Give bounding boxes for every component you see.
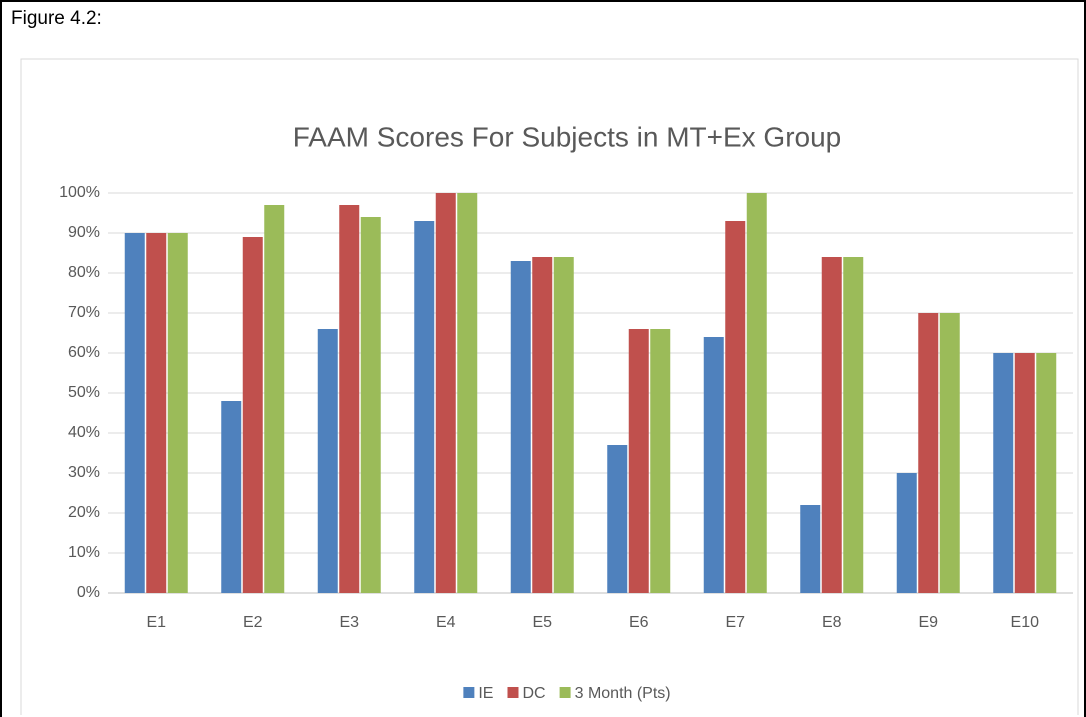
x-tick-label: E1 [146,614,166,631]
bar [939,313,960,593]
y-tick-label: 20% [68,504,100,521]
legend-swatch [559,687,571,698]
bar [746,193,767,593]
y-tick-label: 30% [68,464,100,481]
bar [339,205,360,593]
legend-label: 3 Month (Pts) [575,685,671,702]
bar [221,401,242,593]
bar [167,233,188,593]
x-tick-label: E8 [822,614,842,631]
x-tick-label: E5 [532,614,552,631]
bar [435,193,456,593]
y-tick-label: 0% [77,584,100,601]
bar [843,257,864,593]
bar [124,233,145,593]
x-tick-label: E9 [918,614,938,631]
x-tick-label: E4 [436,614,456,631]
x-tick-label: E6 [629,614,649,631]
bar [317,329,338,593]
y-tick-label: 50% [68,384,100,401]
x-tick-label: E2 [243,614,263,631]
bar [993,353,1014,593]
bar [510,261,531,593]
y-tick-label: 10% [68,544,100,561]
bar [1036,353,1057,593]
legend-swatch [463,687,475,698]
bar [918,313,939,593]
bar [1014,353,1035,593]
bar [703,337,724,593]
bar [607,445,628,593]
legend-label: DC [522,685,545,702]
x-tick-label: E10 [1011,614,1040,631]
y-tick-label: 60% [68,344,100,361]
bar [800,505,821,593]
y-tick-label: 70% [68,304,100,321]
bar [360,217,381,593]
x-tick-label: E3 [339,614,359,631]
bar [628,329,649,593]
bar [650,329,671,593]
bar [457,193,478,593]
bar [553,257,574,593]
x-tick-label: E7 [725,614,745,631]
bar [146,233,167,593]
figure-caption: Figure 4.2: [11,8,102,29]
y-tick-label: 80% [68,264,100,281]
legend-label: IE [478,685,493,702]
bar [264,205,285,593]
bar [242,237,263,593]
bar [414,221,435,593]
y-tick-label: 40% [68,424,100,441]
y-tick-label: 100% [59,184,100,201]
chart-title: FAAM Scores For Subjects in MT+Ex Group [293,121,842,152]
y-tick-label: 90% [68,224,100,241]
legend-swatch [507,687,519,698]
bar [725,221,746,593]
bar [896,473,917,593]
bar [532,257,553,593]
bar [821,257,842,593]
